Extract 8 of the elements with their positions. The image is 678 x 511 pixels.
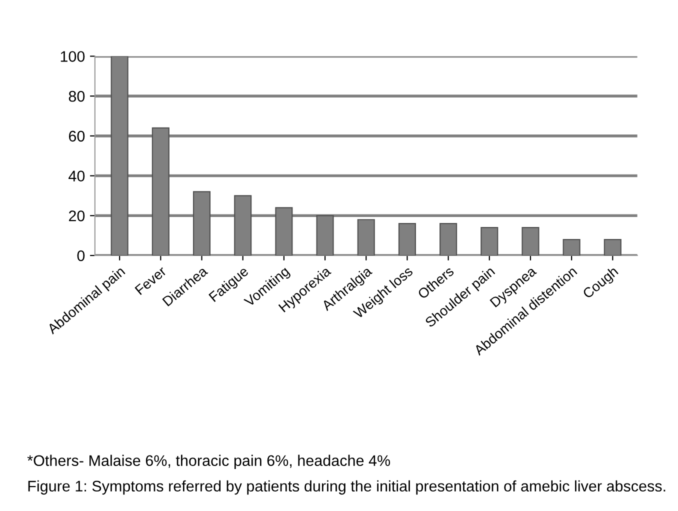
y-tick-label: 0	[77, 250, 85, 262]
text: *Others- Malaise 6%, thoracic pain 6%, headache 4%	[27, 454, 390, 470]
y-tick-label: 20	[68, 210, 85, 222]
y-tick-label: 40	[68, 170, 85, 182]
y-tick-label: 80	[68, 90, 85, 102]
y-tick-label: 100	[60, 51, 85, 62]
y-tick-label: 60	[68, 130, 85, 142]
caption: Figure 1: Symptoms referred by patients during the initial presentation of amebic liver abscess.	[28, 480, 666, 495]
